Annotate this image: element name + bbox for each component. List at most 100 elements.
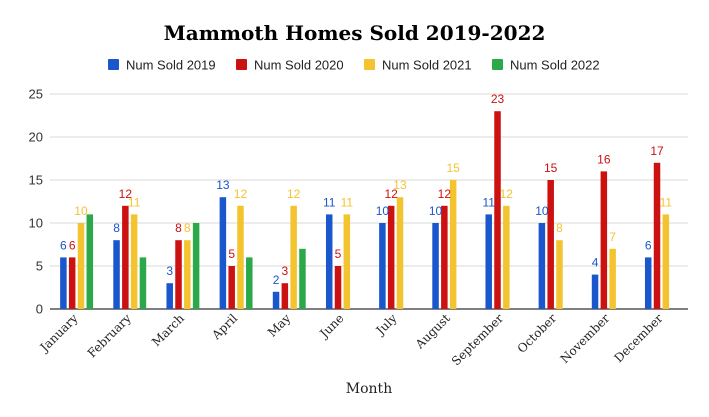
bar-4-2 [290, 205, 297, 309]
x-tick-label-11: December [611, 311, 665, 365]
y-axis-ticks: 0 5 10 15 20 25 [29, 87, 43, 317]
bar-8-2 [503, 205, 510, 309]
bar-2-2 [184, 240, 191, 309]
bar-9-2 [556, 240, 563, 309]
y-tick-label-0: 0 [36, 302, 43, 317]
gridlines [50, 93, 688, 310]
bar-0-2 [77, 223, 85, 309]
bar-11-2 [662, 214, 670, 309]
bar-11-1 [653, 162, 661, 309]
bar-0-1 [68, 257, 76, 309]
data-label-10-2: 7 [609, 230, 616, 244]
legend-label-1: Num Sold 2020 [254, 58, 344, 73]
bar-5-0 [325, 214, 333, 309]
bars [60, 111, 670, 309]
bar-6-2 [396, 197, 404, 309]
y-tick-label-5: 25 [29, 87, 43, 102]
bar-1-1 [122, 205, 129, 309]
x-tick-label-1: February [85, 311, 134, 360]
data-label-11-0: 6 [645, 238, 652, 252]
x-axis-title: Month [346, 381, 392, 397]
data-label-5-1: 5 [335, 247, 342, 261]
legend: Num Sold 2019 Num Sold 2020 Num Sold 2021 N… [108, 58, 600, 73]
bar-6-1 [387, 205, 395, 309]
legend-label-3: Num Sold 2022 [510, 58, 600, 73]
data-label-6-1: 12 [385, 187, 399, 201]
bar-2-0 [166, 283, 173, 309]
data-label-5-2: 11 [341, 195, 354, 209]
data-label-7-0: 10 [429, 204, 443, 218]
legend-swatch-3 [492, 59, 503, 70]
data-label-3-1: 5 [228, 247, 235, 261]
y-tick-label-2: 10 [29, 216, 43, 231]
bar-6-0 [379, 223, 386, 309]
data-label-9-2: 8 [556, 221, 563, 235]
data-label-5-0: 11 [323, 195, 336, 209]
x-tick-label-10: November [558, 311, 613, 366]
data-label-11-2: 11 [660, 195, 673, 209]
x-tick-label-9: October [515, 311, 560, 356]
x-tick-label-5: June [316, 311, 347, 342]
bar-9-1 [547, 180, 554, 309]
bar-2-3 [192, 223, 200, 309]
x-tick-label-0: January [36, 311, 81, 356]
y-tick-label-3: 15 [29, 173, 43, 188]
bar-1-0 [113, 240, 120, 309]
data-label-0-2: 10 [74, 204, 88, 218]
bar-4-0 [272, 291, 280, 309]
data-label-2-2: 8 [184, 221, 191, 235]
bar-3-1 [228, 266, 235, 309]
x-axis-ticks: January February March April May June July Augu… [36, 311, 666, 368]
data-label-11-1: 17 [650, 144, 664, 158]
bar-3-3 [246, 257, 253, 309]
x-tick-label-8: September [449, 311, 506, 368]
data-label-7-1: 12 [438, 187, 452, 201]
bar-4-3 [299, 248, 306, 309]
bar-4-1 [281, 283, 289, 309]
x-tick-label-6: July [372, 311, 400, 339]
chart-title: Mammoth Homes Sold 2019-2022 [164, 21, 546, 45]
y-tick-label-1: 5 [36, 259, 43, 274]
bar-0-3 [86, 214, 94, 309]
bar-7-0 [432, 223, 439, 309]
bar-8-0 [485, 214, 492, 309]
bar-9-0 [538, 223, 546, 309]
x-tick-label-3: April [209, 311, 241, 343]
bar-10-2 [609, 248, 616, 309]
data-label-4-2: 12 [287, 187, 301, 201]
data-label-4-0: 2 [273, 273, 280, 287]
bar-0-0 [60, 257, 67, 309]
data-label-8-0: 11 [482, 195, 495, 209]
data-label-10-1: 16 [597, 152, 611, 166]
data-label-2-0: 3 [166, 264, 173, 278]
bar-10-1 [600, 171, 608, 309]
bar-7-2 [449, 180, 457, 309]
data-label-1-1: 12 [119, 187, 133, 201]
bar-3-0 [219, 197, 227, 309]
bar-2-1 [175, 240, 182, 309]
legend-swatch-2 [364, 59, 375, 70]
bar-5-1 [334, 266, 342, 309]
bar-7-1 [441, 205, 448, 309]
bar-5-2 [343, 214, 351, 309]
data-label-6-0: 10 [376, 204, 390, 218]
bar-8-1 [494, 111, 501, 309]
data-label-10-0: 4 [592, 256, 599, 270]
x-tick-label-2: March [149, 311, 187, 349]
data-label-7-2: 15 [446, 161, 460, 175]
bar-1-3 [139, 257, 147, 309]
bar-11-0 [644, 257, 652, 309]
bar-10-0 [591, 274, 599, 309]
y-tick-label-4: 20 [29, 130, 43, 145]
legend-swatch-0 [108, 59, 119, 70]
legend-swatch-1 [236, 59, 247, 70]
data-label-0-1: 6 [69, 238, 76, 252]
data-label-4-1: 3 [282, 264, 289, 278]
data-label-9-0: 10 [535, 204, 549, 218]
bar-1-2 [130, 214, 138, 309]
data-label-0-0: 6 [60, 238, 67, 252]
data-label-3-0: 13 [216, 178, 230, 192]
data-label-2-1: 8 [175, 221, 182, 235]
data-label-1-2: 11 [128, 195, 141, 209]
